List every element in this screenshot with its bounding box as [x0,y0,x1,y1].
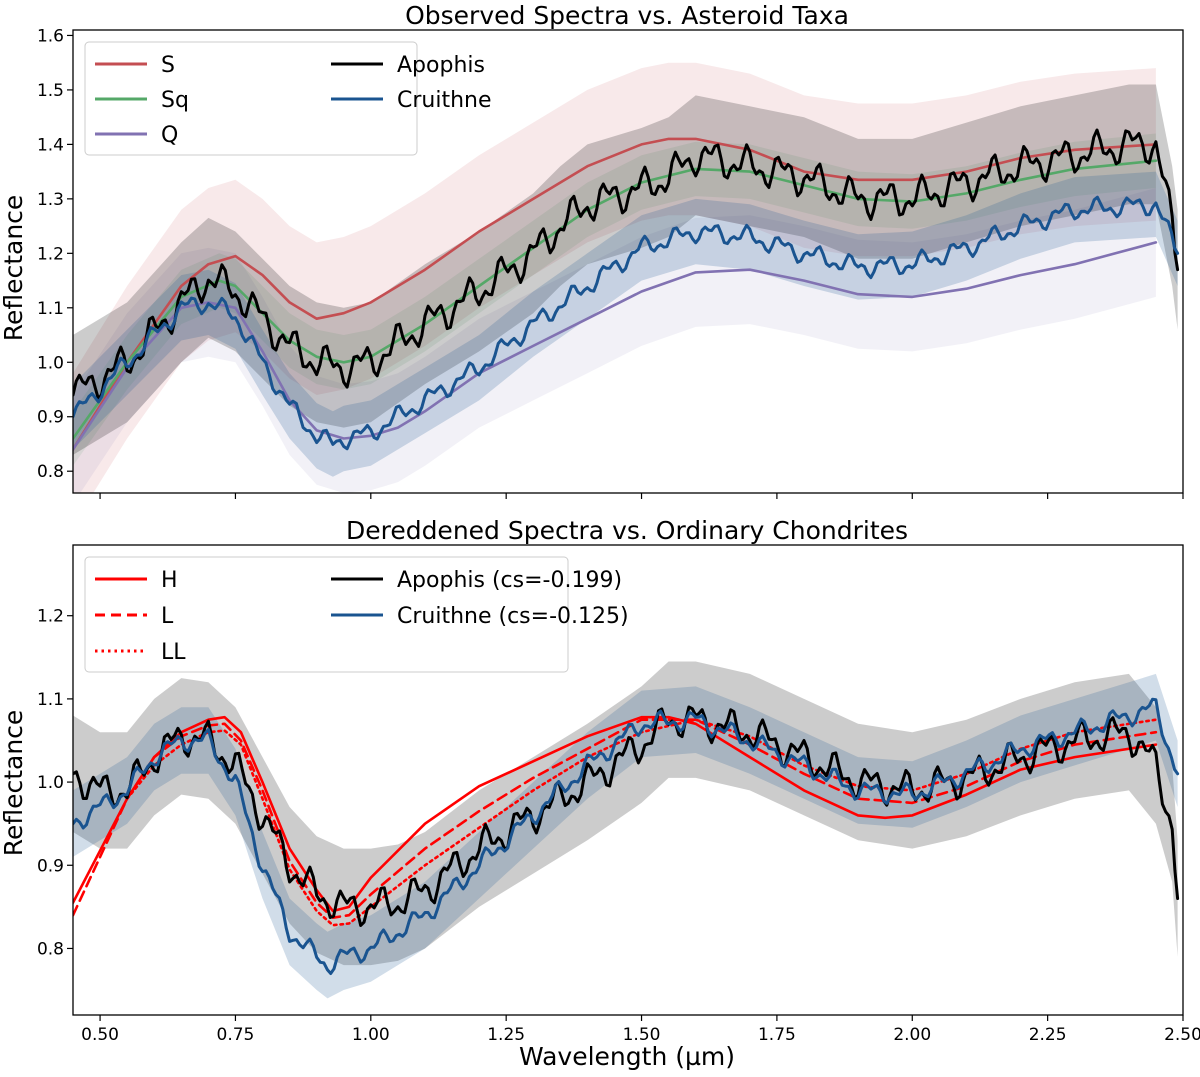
y-tick-label: 1.0 [37,773,64,793]
legend-label-s: S [161,53,175,78]
y-tick-label: 1.2 [37,244,64,264]
y-tick-label: 0.8 [37,939,64,959]
bottom-panel: Dereddened Spectra vs. Ordinary Chondrit… [0,516,1200,1071]
x-tick-label: 0.75 [217,1025,255,1045]
series-line-apophis [73,128,1180,401]
x-axis-label: Wavelength (µm) [519,1042,735,1071]
y-tick-label: 1.1 [37,299,64,319]
axes-frame [72,29,1184,494]
bottom-plot-area: 0.8 0.9 1.0 1.1 1.2 0.50 0.75 1.00 1.25 1.50 1.75 2… [37,544,1200,1045]
legend-label-l: L [161,604,174,629]
series-group [73,661,1180,999]
legend-box [84,41,418,156]
y-tick-label: 0.9 [37,856,64,876]
series-line-l [73,718,1158,919]
y-tick-label: 1.6 [37,26,64,46]
y-tick-label: 1.1 [37,690,64,710]
top-y-axis-label: Reflectance [0,195,28,342]
series-line-h [73,715,1158,913]
band-apophis-cs-0-199 [73,661,1178,966]
x-tick-label: 0.50 [81,1025,119,1045]
legend-label-h: H [161,568,178,593]
legend-box [84,556,569,673]
y-tick-label: 1.0 [37,353,64,373]
y-tick-label: 1.5 [37,81,64,101]
x-tick-label: 1.50 [623,1025,661,1045]
legend-label-ll: LL [161,640,186,665]
series-line-cruithne [73,195,1180,451]
bottom-y-axis-label: Reflectance [0,710,28,857]
band-cruithne-cs-0-125 [73,673,1178,999]
legend-label-apophis: Apophis [397,53,485,78]
y-tick-label: 1.3 [37,190,64,210]
y-tick-label: 0.9 [37,408,64,428]
legend-label-q: Q [161,123,178,148]
series-line-s [73,137,1158,451]
y-tick-label: 1.2 [37,607,64,627]
top-chart-title: Observed Spectra vs. Asteroid Taxa [405,1,849,30]
axes-frame [72,544,1184,1016]
x-tick-label: 2.50 [1164,1025,1200,1045]
bottom-chart-title: Dereddened Spectra vs. Ordinary Chondrit… [346,516,908,545]
y-tick-label: 0.8 [37,462,64,482]
x-tick-label: 1.00 [352,1025,390,1045]
band-cruithne [73,171,1178,477]
x-tick-label: 2.00 [893,1025,931,1045]
legend-label-cruithne-cs-0-125: Cruithne (cs=-0.125) [397,604,629,629]
series-line-apophis-cs-0-199 [73,705,1180,927]
x-tick-label: 1.75 [758,1025,796,1045]
x-tick-label: 2.25 [1029,1025,1067,1045]
legend-label-cruithne: Cruithne [397,88,492,113]
legend-label-sq: Sq [161,88,189,113]
top-plot-area: 0.8 0.9 1.0 1.1 1.2 1.3 1.4 1.5 1.6 S Sq Q Apophis Cr… [37,26,1184,499]
series-group [73,62,1180,493]
band-s [73,62,1156,493]
x-tick-label: 1.25 [487,1025,525,1045]
y-tick-label: 1.4 [37,135,64,155]
legend: S Sq Q Apophis Cruithne [84,41,492,156]
top-panel: Observed Spectra vs. Asteroid Taxa Refle… [0,1,1184,499]
series-line-cruithne-cs-0-125 [73,697,1180,975]
legend-label-apophis-cs-0-199: Apophis (cs=-0.199) [397,568,622,593]
